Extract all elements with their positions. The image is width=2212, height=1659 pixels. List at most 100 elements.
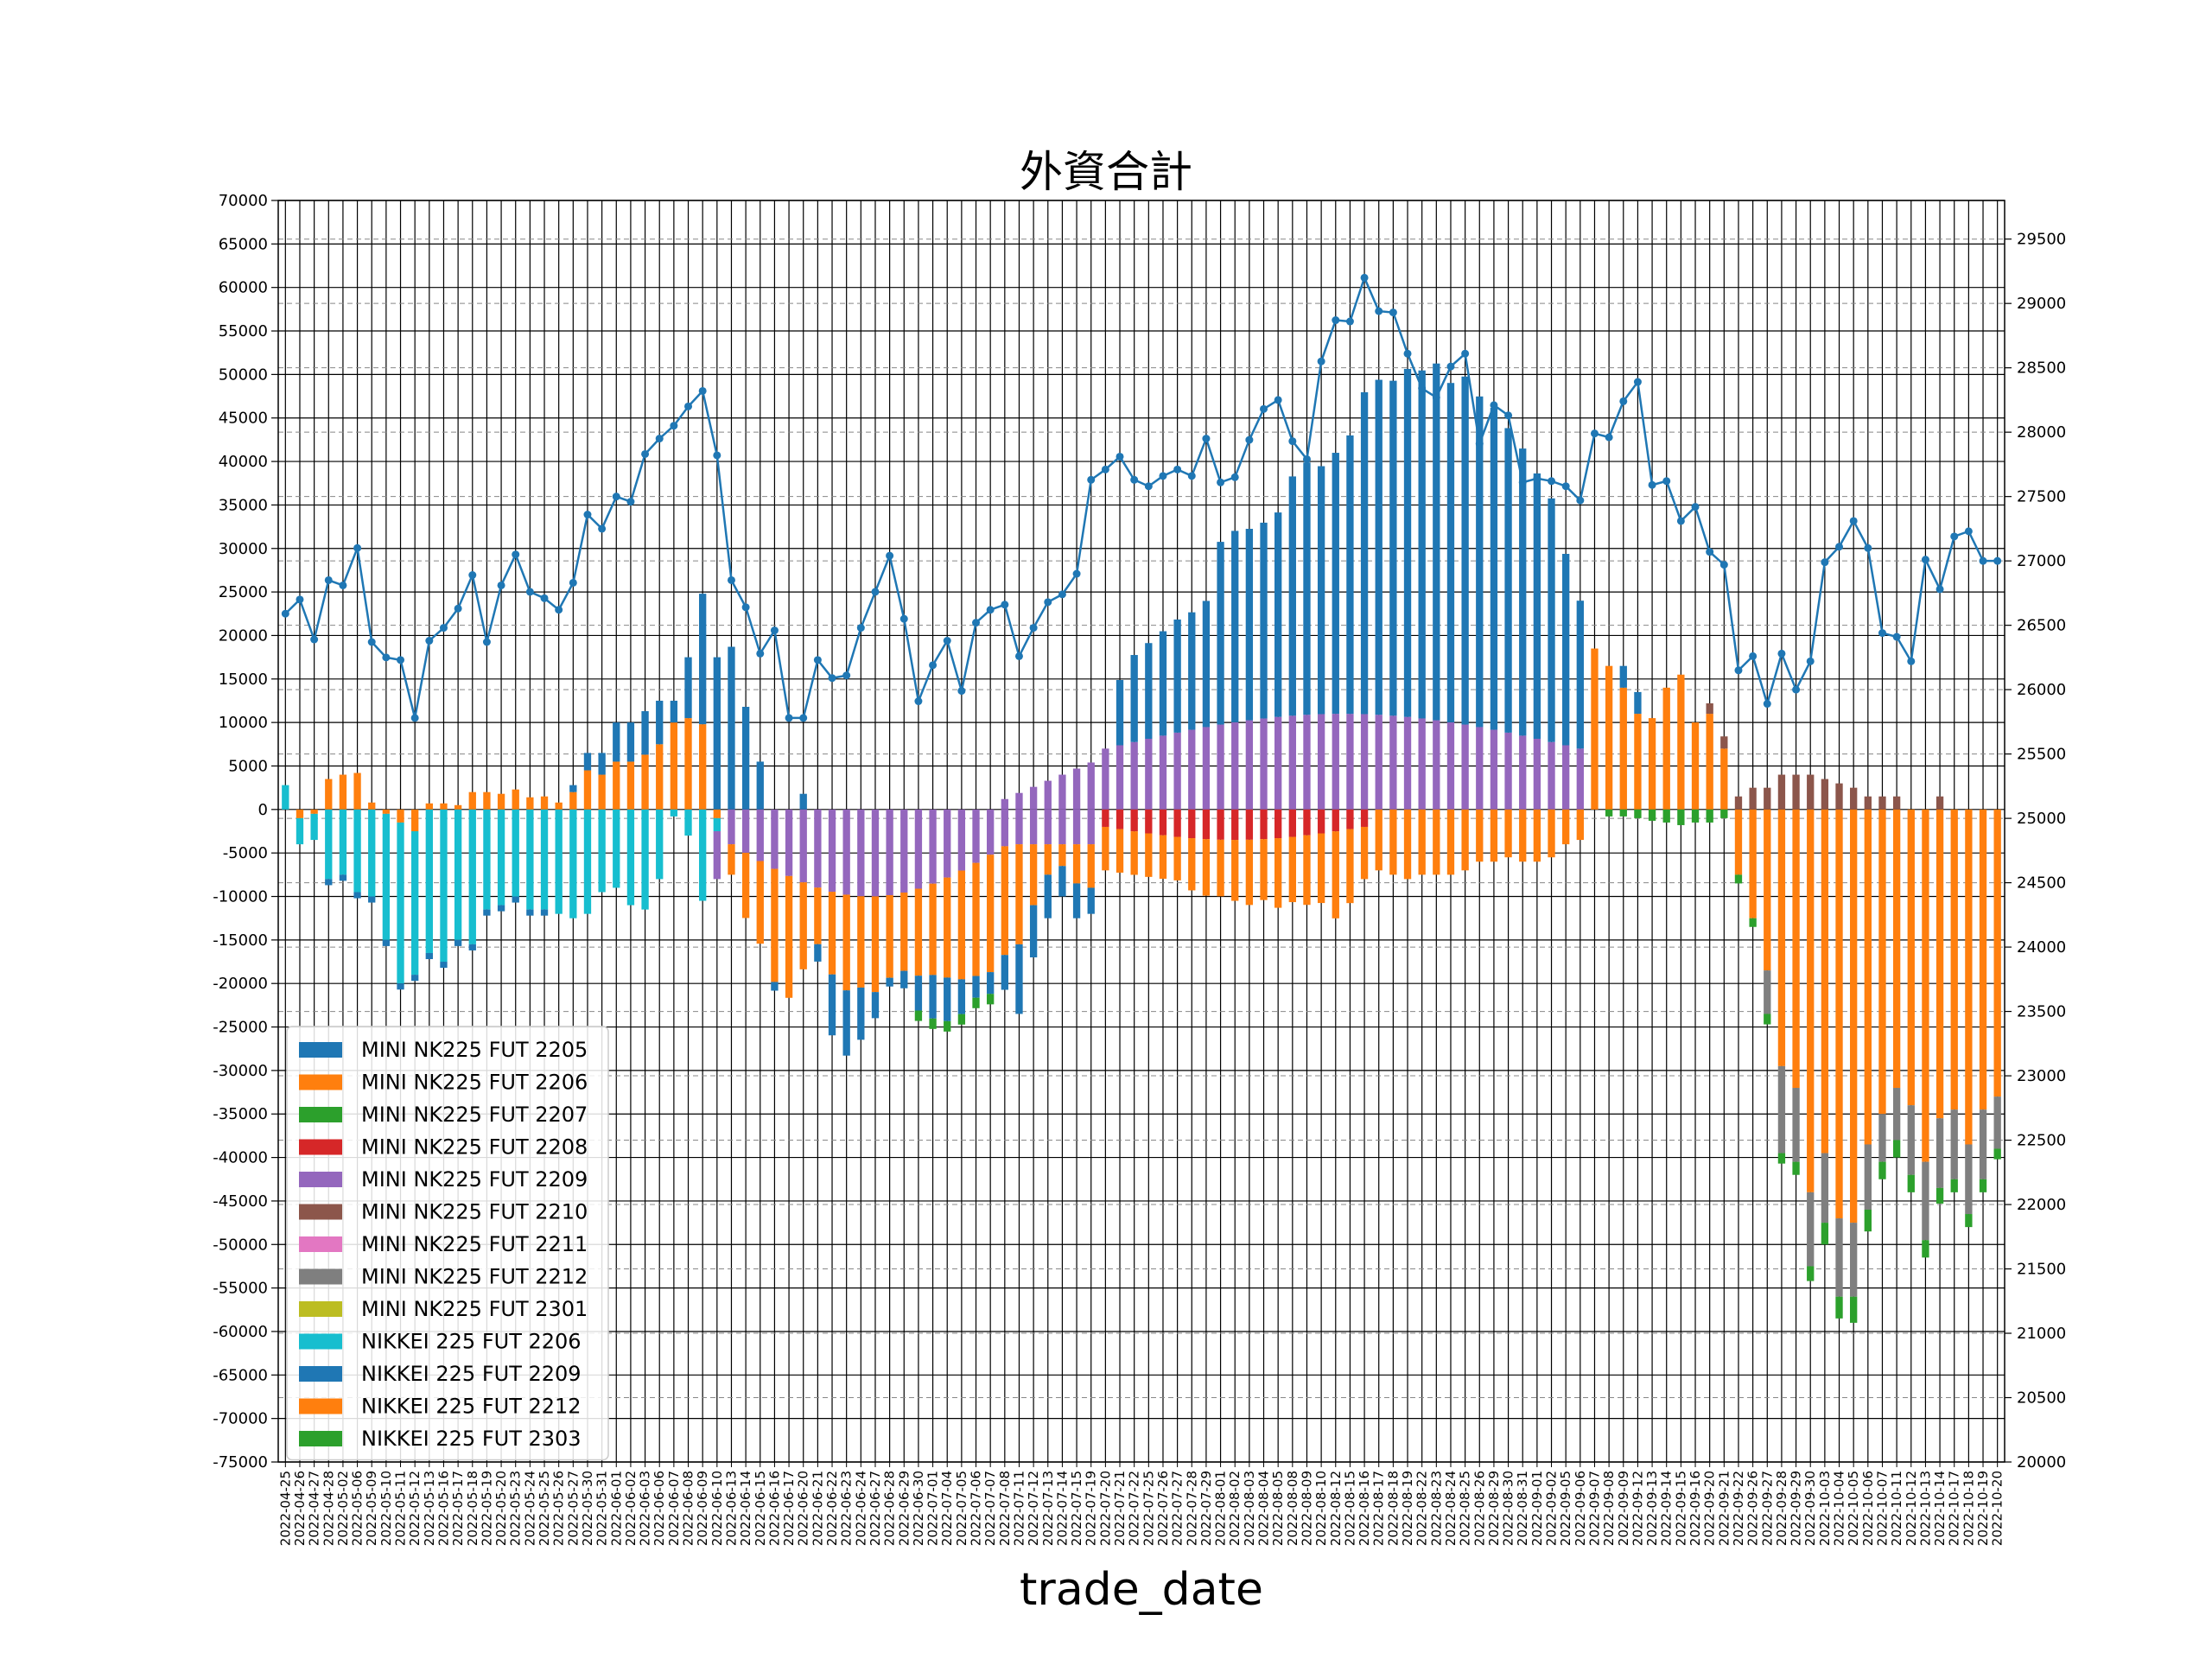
bar-segment [1907, 1174, 1915, 1192]
x-tick-label: 2022-06-10 [709, 1471, 725, 1546]
x-tick-label: 2022-09-21 [1716, 1471, 1732, 1546]
bar-segment [1245, 529, 1254, 721]
bar-segment [1288, 715, 1296, 810]
bar-segment [1145, 809, 1153, 834]
bar-segment [741, 707, 750, 810]
bar-segment [1231, 840, 1239, 901]
index-point [1130, 475, 1139, 484]
legend-swatch [299, 1268, 342, 1285]
x-tick-label: 2022-06-23 [839, 1471, 855, 1546]
y-tick-label: 25000 [219, 583, 268, 601]
bar-segment [1548, 741, 1555, 810]
y-tick-label: 50000 [219, 365, 268, 384]
bar-segment [1044, 780, 1052, 810]
x-tick-label: 2022-06-14 [738, 1471, 753, 1546]
legend-label: MINI NK225 FUT 2209 [361, 1167, 588, 1192]
bar-segment [713, 809, 721, 818]
bar-segment [1116, 745, 1124, 810]
x-tick-label: 2022-09-28 [1774, 1471, 1789, 1546]
x-tick-label: 2022-08-23 [1428, 1471, 1444, 1546]
legend-swatch [299, 1301, 342, 1317]
bar-segment [540, 809, 549, 910]
bar-segment [583, 753, 592, 771]
x-tick-label: 2022-05-09 [364, 1471, 379, 1546]
x-tick-label: 2022-06-09 [695, 1471, 710, 1546]
bar-segment [1720, 736, 1728, 749]
bar-segment [1446, 721, 1455, 810]
index-point [813, 656, 822, 664]
bar-segment [1418, 718, 1426, 810]
bar-segment [1116, 809, 1124, 830]
bar-segment [1764, 787, 1771, 810]
bar-segment [526, 909, 534, 916]
bar-segment [1562, 745, 1570, 810]
x-tick-label: 2022-05-02 [335, 1471, 351, 1546]
bar-segment [1691, 809, 1700, 823]
bar-segment [1360, 809, 1369, 827]
bar-segment [1188, 838, 1196, 891]
bar-segment [814, 887, 822, 944]
bar-segment [1231, 531, 1239, 722]
bar-segment [382, 939, 391, 946]
x-tick-label: 2022-06-24 [853, 1471, 868, 1546]
index-point [1144, 482, 1153, 491]
bar-segment [555, 802, 563, 810]
bar-segment [1749, 787, 1757, 810]
legend-swatch [299, 1074, 342, 1090]
x-tick-label: 2022-07-25 [1141, 1471, 1156, 1546]
bar-segment [1288, 809, 1296, 837]
index-point [1821, 558, 1829, 567]
x-tick-label: 2022-06-15 [753, 1471, 768, 1546]
bar-segment [1749, 809, 1757, 918]
y-tick-label: 70000 [219, 192, 268, 210]
bar-segment [1634, 714, 1642, 810]
chart-title: 外資合計 [1020, 147, 1192, 197]
bar-segment [1677, 809, 1685, 825]
x-tick-label: 2022-09-16 [1688, 1471, 1703, 1546]
bar-segment [497, 793, 505, 810]
bar-segment [583, 809, 592, 914]
x-tick-label: 2022-07-26 [1155, 1471, 1171, 1546]
bar-segment [641, 711, 649, 755]
bar-segment [310, 813, 318, 841]
bar-segment [972, 809, 980, 863]
x-tick-label: 2022-09-22 [1731, 1471, 1746, 1546]
x-tick-label: 2022-06-06 [652, 1471, 667, 1546]
x-tick-label: 2022-08-18 [1385, 1471, 1401, 1546]
bar-segment [1734, 796, 1743, 810]
bar-segment [425, 952, 433, 960]
legend-swatch [299, 1139, 342, 1155]
bar-segment [1548, 498, 1555, 742]
x-tick-label: 2022-07-11 [1011, 1471, 1027, 1546]
bar-segment [1317, 809, 1325, 834]
index-point [1288, 437, 1297, 446]
index-point [1864, 543, 1872, 552]
bar-segment [1706, 714, 1713, 810]
index-point [1245, 435, 1254, 444]
bar-segment [871, 992, 880, 1019]
index-point [1418, 385, 1427, 393]
bar-segment [699, 724, 707, 810]
index-point [569, 578, 577, 587]
bar-segment [886, 809, 893, 895]
x-tick-label: 2022-08-12 [1328, 1471, 1344, 1546]
x-tick-label: 2022-05-30 [580, 1471, 595, 1546]
x-tick-label: 2022-09-01 [1529, 1471, 1545, 1546]
x-tick-label: 2022-06-20 [796, 1471, 811, 1546]
bar-segment [1706, 809, 1713, 823]
index-point [1345, 317, 1354, 326]
bar-segment [1403, 809, 1412, 880]
bar-segment [1821, 779, 1829, 810]
bar-segment [670, 722, 678, 810]
bar-segment [1734, 809, 1743, 875]
bar-segment [397, 822, 404, 984]
x-tick-label: 2022-07-14 [1054, 1471, 1070, 1546]
bar-segment [368, 896, 376, 903]
bar-segment [1418, 809, 1426, 875]
x-tick-label: 2022-09-13 [1644, 1471, 1660, 1546]
x-tick-label: 2022-07-01 [925, 1471, 941, 1546]
x-tick-label: 2022-09-12 [1630, 1471, 1645, 1546]
index-point [397, 656, 405, 664]
x-tick-label: 2022-08-26 [1471, 1471, 1487, 1546]
y2-tick-label: 23000 [2017, 1067, 2066, 1085]
